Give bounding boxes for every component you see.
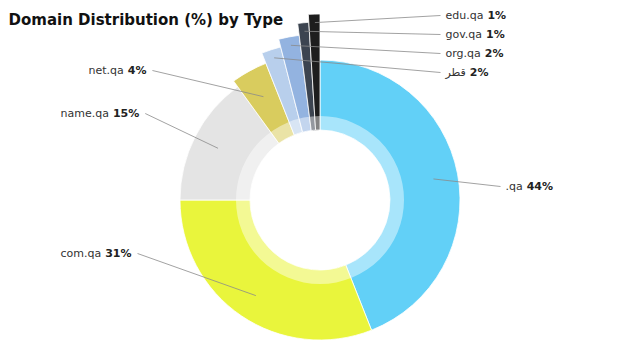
svg-text:gov.qa: gov.qa — [446, 28, 483, 41]
svg-text:قطر: قطر — [445, 66, 466, 79]
svg-text:org.qa: org.qa — [446, 47, 481, 60]
svg-text:com.qa: com.qa — [61, 247, 102, 260]
svg-text:.qa: .qa — [506, 180, 523, 193]
svg-text:2%: 2% — [470, 66, 489, 79]
svg-text:Domain Distribution (%) by Typ: Domain Distribution (%) by Type — [9, 11, 284, 29]
svg-text:31%: 31% — [105, 247, 131, 260]
svg-text:4%: 4% — [128, 64, 147, 77]
svg-text:name.qa: name.qa — [61, 107, 109, 120]
svg-text:15%: 15% — [113, 107, 139, 120]
svg-text:1%: 1% — [486, 28, 505, 41]
svg-text:44%: 44% — [527, 180, 553, 193]
svg-text:1%: 1% — [487, 9, 506, 22]
svg-text:2%: 2% — [485, 47, 504, 60]
svg-text:net.qa: net.qa — [89, 64, 124, 77]
svg-text:edu.qa: edu.qa — [446, 9, 484, 22]
